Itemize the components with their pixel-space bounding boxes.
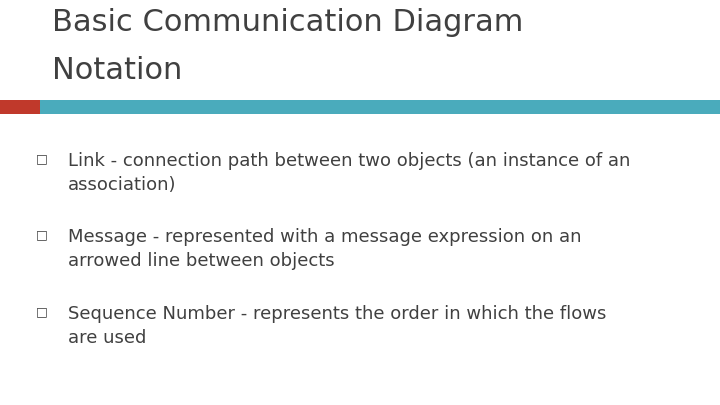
Text: □: □ xyxy=(36,152,48,165)
Text: □: □ xyxy=(36,305,48,318)
Text: Sequence Number - represents the order in which the flows
are used: Sequence Number - represents the order i… xyxy=(68,305,606,347)
Text: Link - connection path between two objects (an instance of an
association): Link - connection path between two objec… xyxy=(68,152,631,194)
Bar xyxy=(40,100,720,114)
Text: □: □ xyxy=(36,228,48,241)
Text: Basic Communication Diagram: Basic Communication Diagram xyxy=(52,8,523,37)
Text: Notation: Notation xyxy=(52,56,182,85)
Bar xyxy=(0,100,40,114)
Text: Message - represented with a message expression on an
arrowed line between objec: Message - represented with a message exp… xyxy=(68,228,582,270)
